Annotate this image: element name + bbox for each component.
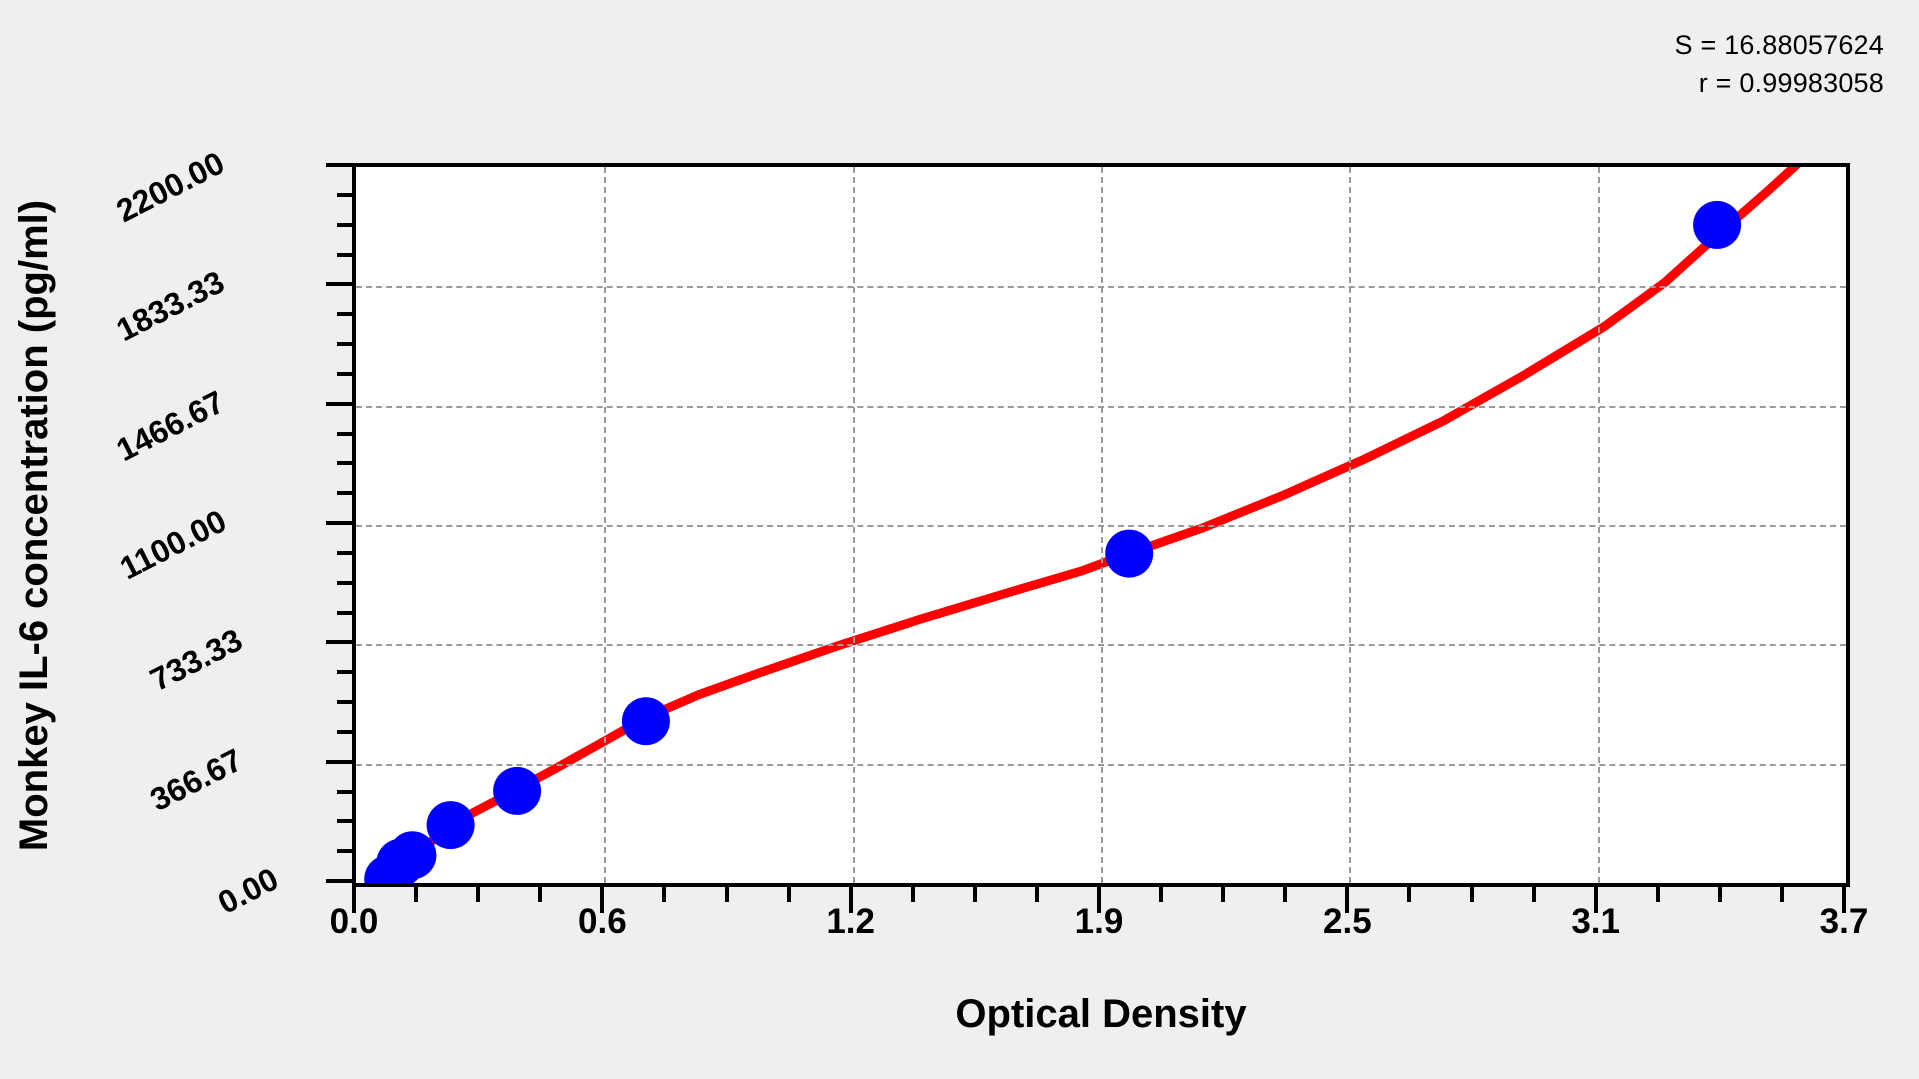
x-axis-tick-label: 0.6 bbox=[578, 902, 627, 941]
x-axis-tick-label: 2.5 bbox=[1323, 902, 1372, 941]
x-axis-tick-major bbox=[1097, 887, 1101, 913]
x-axis-tick-label: 1.2 bbox=[826, 902, 875, 941]
x-axis-tick-minor bbox=[1531, 887, 1536, 902]
y-axis-tick-minor bbox=[337, 252, 352, 257]
x-axis-tick-major bbox=[352, 887, 356, 913]
x-axis-tick-major bbox=[600, 887, 605, 913]
x-axis-tick-minor bbox=[724, 887, 729, 902]
y-axis-tick-minor bbox=[337, 670, 352, 675]
x-axis-tick-minor bbox=[1779, 887, 1784, 902]
x-axis-tick-major bbox=[1593, 887, 1598, 913]
y-axis-tick-minor bbox=[337, 222, 352, 227]
gridline-horizontal bbox=[356, 286, 1846, 289]
x-axis-tick-minor bbox=[1034, 887, 1039, 902]
x-axis-tick-major bbox=[1345, 887, 1350, 913]
y-axis-tick-minor bbox=[337, 312, 352, 317]
y-axis-tick-major bbox=[326, 401, 352, 406]
x-axis-tick-minor bbox=[1159, 887, 1164, 902]
x-axis-tick-minor bbox=[1469, 887, 1474, 902]
y-axis-title-text: Monkey IL-6 concentration (pg/ml) bbox=[12, 199, 57, 851]
plot-inner bbox=[356, 167, 1846, 883]
y-axis-title: Monkey IL-6 concentration (pg/ml) bbox=[0, 163, 70, 887]
y-axis-tick-major bbox=[326, 282, 352, 287]
y-axis-tick-minor bbox=[337, 610, 352, 615]
plot-area bbox=[352, 163, 1850, 887]
x-axis-tick-minor bbox=[910, 887, 915, 902]
x-axis-title: Optical Density bbox=[955, 992, 1247, 1036]
data-point-marker[interactable] bbox=[1693, 200, 1742, 249]
y-axis-tick-minor bbox=[337, 342, 352, 346]
data-point-marker[interactable] bbox=[493, 766, 542, 815]
y-axis-tick-major bbox=[326, 640, 352, 645]
y-axis-tick-minor bbox=[337, 192, 352, 197]
x-axis-tick-label: 3.7 bbox=[1819, 902, 1869, 941]
x-axis-tick-minor bbox=[414, 887, 419, 902]
y-axis-tick-label: 733.33 bbox=[144, 621, 249, 699]
y-axis-tick-minor bbox=[337, 431, 352, 436]
y-axis-tick-minor bbox=[337, 700, 352, 704]
y-axis-tick-minor bbox=[337, 729, 352, 734]
gridline-horizontal bbox=[356, 644, 1846, 647]
x-axis-tick-minor bbox=[1283, 887, 1288, 902]
y-axis-tick-major bbox=[326, 759, 352, 764]
statistics-annotation: S = 16.88057624 r = 0.99983058 bbox=[1675, 26, 1884, 103]
data-point-marker[interactable] bbox=[621, 697, 670, 746]
y-axis-tick-minor bbox=[337, 789, 352, 794]
x-axis-tick-label: 3.1 bbox=[1571, 902, 1620, 941]
y-axis-tick-label: 366.67 bbox=[144, 741, 249, 818]
x-axis-tick-minor bbox=[662, 887, 667, 902]
y-axis-tick-minor bbox=[337, 491, 352, 496]
data-layer bbox=[364, 167, 1801, 883]
x-axis-tick-minor bbox=[538, 887, 543, 902]
y-axis-tick-minor bbox=[337, 819, 352, 824]
y-axis-tick-label: 1466.67 bbox=[110, 383, 231, 468]
x-axis-tick-label: 1.9 bbox=[1074, 902, 1124, 941]
data-point-marker[interactable] bbox=[388, 831, 437, 880]
x-axis-tick-minor bbox=[972, 887, 977, 902]
x-axis-tick-label: 0.0 bbox=[329, 902, 379, 941]
data-point-marker[interactable] bbox=[426, 801, 475, 850]
gridline-horizontal bbox=[356, 525, 1846, 527]
y-axis-tick-major bbox=[326, 163, 352, 167]
y-axis-tick-label: 0.00 bbox=[211, 860, 284, 921]
gridline-horizontal bbox=[356, 405, 1846, 408]
y-axis-tick-label: 1833.33 bbox=[110, 263, 231, 349]
r-value-label: r = 0.99983058 bbox=[1698, 68, 1884, 99]
x-axis-tick-minor bbox=[1221, 887, 1226, 902]
y-axis-tick-minor bbox=[337, 550, 352, 555]
y-axis-tick-minor bbox=[337, 461, 352, 466]
x-axis-tick-minor bbox=[1655, 887, 1660, 902]
y-axis-tick-label: 1100.00 bbox=[114, 502, 233, 587]
x-axis-tick-minor bbox=[786, 887, 791, 902]
y-axis-tick-label: 2200.00 bbox=[110, 144, 231, 230]
x-axis-tick-minor bbox=[1717, 887, 1722, 902]
x-axis-tick-minor bbox=[476, 887, 481, 902]
s-value-label: S = 16.88057624 bbox=[1674, 30, 1884, 60]
x-axis-tick-minor bbox=[1407, 887, 1412, 902]
y-axis-tick-major bbox=[326, 879, 352, 883]
y-axis-tick-minor bbox=[337, 371, 352, 376]
y-axis-tick-major bbox=[326, 521, 352, 525]
gridline-horizontal bbox=[356, 763, 1846, 766]
x-axis-tick-major bbox=[1842, 887, 1846, 913]
data-point-marker[interactable] bbox=[1105, 529, 1154, 578]
x-axis-tick-major bbox=[848, 887, 853, 913]
y-axis-tick-minor bbox=[337, 580, 352, 585]
y-axis-tick-minor bbox=[337, 849, 352, 854]
